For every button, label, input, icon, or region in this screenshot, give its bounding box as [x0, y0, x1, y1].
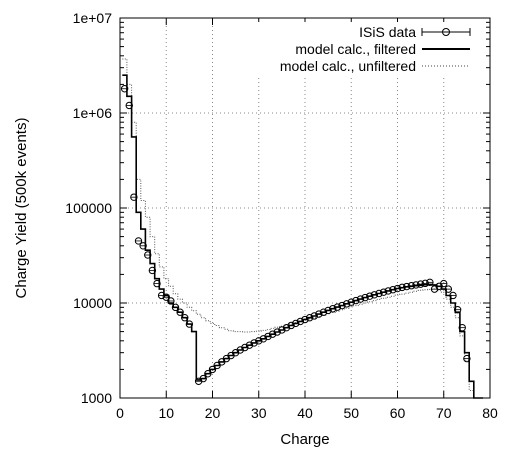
isis-data-point [375, 289, 383, 298]
isis-data-point [347, 298, 355, 306]
series-isis-data [120, 85, 471, 385]
isis-data-point [278, 326, 286, 334]
isis-data-point [296, 317, 305, 326]
isis-data-point [134, 237, 143, 245]
isis-data-point [319, 308, 328, 316]
isis-data-point [153, 279, 161, 288]
x-tick-label: 60 [390, 405, 406, 421]
isis-data-point [148, 266, 157, 275]
isis-data-point [167, 297, 175, 305]
y-tick-labels: 1000 10000 100000 1e+06 1e+07 [65, 10, 112, 406]
isis-data-point [139, 242, 147, 250]
isis-data-point [412, 281, 420, 289]
isis-data-point [315, 310, 323, 318]
isis-data-point [361, 293, 369, 302]
isis-data-point [384, 287, 392, 295]
isis-data-point [440, 279, 448, 288]
y-tick-label: 1e+06 [73, 105, 113, 121]
isis-data-point [393, 284, 402, 293]
y-tick-label: 10000 [73, 295, 112, 311]
isis-data-point [416, 280, 425, 288]
isis-data-point [144, 251, 152, 259]
isis-data-point [259, 335, 268, 343]
series-layer [120, 58, 484, 399]
x-tick-label: 0 [116, 405, 124, 421]
isis-data-point [453, 306, 462, 314]
isis-data-point [421, 279, 429, 288]
isis-data-point [185, 320, 194, 328]
isis-data-point [213, 361, 221, 370]
isis-data-point [171, 303, 180, 312]
isis-data-point [204, 370, 212, 378]
legend: ISiS data model calc., filtered model ca… [250, 22, 486, 78]
legend-label-isis-data: ISiS data [359, 24, 416, 40]
series-model-filtered [122, 74, 484, 399]
isis-data-point [444, 285, 453, 293]
isis-data-point [338, 301, 346, 310]
isis-data-point [398, 283, 406, 292]
x-tick-labels: 0 10 20 30 40 50 60 70 80 [116, 405, 498, 421]
isis-data-point [273, 328, 281, 336]
isis-data-point [333, 303, 342, 311]
isis-data-point [176, 308, 184, 316]
isis-data-point [250, 339, 258, 347]
isis-data-point [282, 323, 291, 332]
isis-data-point [245, 341, 254, 349]
isis-data-point [120, 85, 129, 93]
isis-data-point [157, 291, 166, 300]
x-tick-label: 10 [158, 405, 174, 421]
grid [120, 18, 490, 398]
x-tick-label: 20 [205, 405, 221, 421]
isis-data-point [379, 288, 388, 296]
y-tick-label: 100000 [65, 200, 112, 216]
y-tick-label: 1000 [81, 390, 112, 406]
isis-data-point [352, 296, 360, 305]
x-tick-label: 40 [297, 405, 313, 421]
isis-data-point [463, 354, 471, 363]
legend-label-model-filtered: model calc., filtered [295, 41, 416, 57]
isis-data-point [162, 293, 170, 301]
isis-data-point [125, 101, 133, 110]
isis-data-point [407, 282, 416, 290]
isis-data-point [292, 319, 300, 328]
x-tick-label: 70 [436, 405, 452, 421]
x-tick-label: 50 [343, 405, 359, 421]
isis-data-point [449, 291, 457, 300]
isis-data-point [329, 305, 337, 313]
isis-data-point [310, 312, 318, 320]
ticks [119, 17, 491, 399]
isis-data-point [287, 321, 295, 330]
isis-data-point [255, 337, 263, 345]
isis-data-point [324, 306, 332, 315]
isis-data-point [268, 330, 277, 338]
legend-swatch-isis-data [421, 28, 471, 36]
series-model-unfiltered [122, 58, 484, 399]
isis-data-point [130, 193, 138, 201]
x-tick-label: 80 [482, 405, 498, 421]
isis-data-point [301, 315, 309, 324]
isis-data-point [403, 282, 411, 291]
isis-data-point [356, 295, 365, 303]
isis-data-point [370, 291, 379, 299]
x-tick-label: 30 [251, 405, 267, 421]
isis-data-point [389, 286, 397, 294]
isis-data-point [305, 314, 314, 322]
isis-data-point [264, 332, 272, 341]
isis-data-point [208, 365, 217, 374]
isis-data-point [241, 343, 249, 352]
isis-data-point [366, 292, 374, 300]
isis-data-point [199, 374, 207, 383]
x-axis-title: Charge [280, 431, 329, 448]
y-axis-title: Charge Yield (500k events) [13, 118, 30, 299]
isis-data-point [426, 278, 434, 287]
y-tick-label: 1e+07 [73, 10, 113, 26]
isis-data-point [458, 323, 466, 332]
legend-label-model-unfiltered: model calc., unfiltered [280, 58, 416, 74]
isis-data-point [342, 300, 351, 308]
isis-data-point [181, 314, 189, 322]
